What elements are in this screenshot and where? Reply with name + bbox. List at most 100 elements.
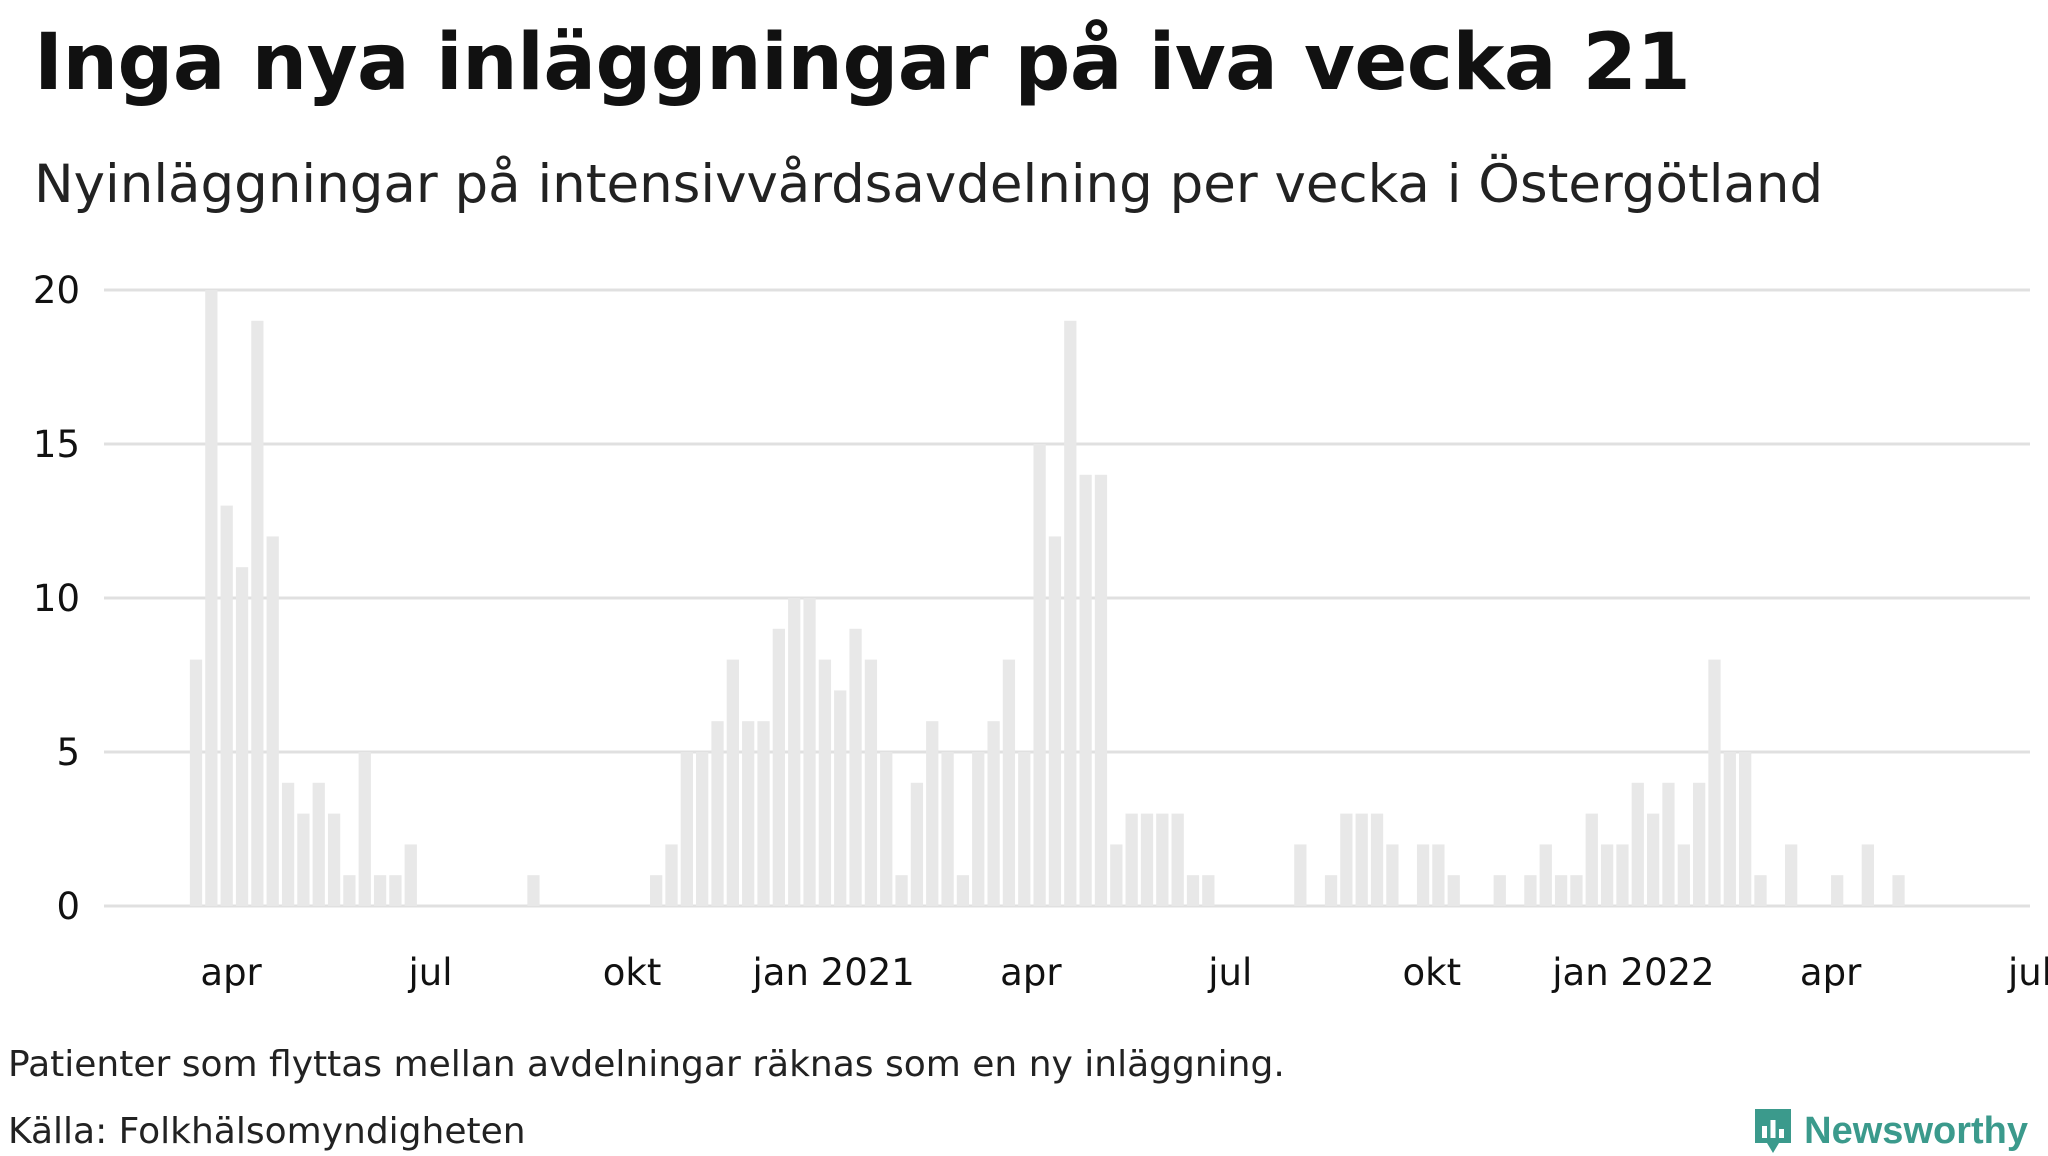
y-tick-label: 20 [33,269,80,312]
bar [880,752,893,906]
x-tick-label: jul [407,951,452,994]
bar [281,782,295,906]
bar [1662,782,1675,906]
bar [818,659,832,906]
bar [1831,875,1844,906]
bar [926,721,939,906]
bar [895,875,908,906]
bar [956,875,970,906]
bar [373,875,387,906]
bar [1094,474,1108,906]
bar [1156,813,1169,906]
bar [864,659,878,906]
x-tick-label: jul [1207,951,1252,994]
bar [1861,844,1874,906]
bar [235,567,249,906]
bar [527,875,540,906]
bar [1416,844,1430,906]
bar [680,752,693,906]
bar [650,875,663,906]
bar [1708,659,1721,906]
bar [1064,320,1077,906]
x-tick-label: jan 2021 [751,951,914,994]
x-tick-label: apr [1800,951,1862,994]
bar [1171,813,1184,906]
x-tick-label: okt [1403,951,1462,994]
newsworthy-logo-icon [1755,1109,1792,1153]
bar [251,320,264,906]
bar [1033,444,1046,906]
y-tick-label: 15 [33,423,80,466]
bar [1002,659,1016,906]
bar [665,844,678,906]
bar [1110,844,1123,906]
newsworthy-brand: Newsworthy [1752,1106,2028,1156]
chart-title: Inga nya inläggningar på iva vecka 21 [34,18,1691,108]
bar [1785,844,1798,906]
bar [327,813,341,906]
x-axis-ticks: apr jul okt jan 2021 apr jul okt jan 2022 apr jul [200,951,2048,994]
bar [1125,813,1138,906]
x-tick-label: okt [603,951,662,994]
x-tick-label: apr [200,951,262,994]
bar [910,782,924,906]
bar [803,598,816,906]
bar [972,752,985,906]
chart-subtitle: Nyinläggningar på intensivvårdsavdelning… [34,154,1824,215]
brand-name: Newsworthy [1804,1109,2028,1152]
bar [1202,875,1215,906]
bar [1616,844,1629,906]
bar [1432,844,1445,906]
bar [849,628,862,906]
bar-chart: 0 5 10 15 20 apr jul okt jan 2021 apr jul okt jan 2… [33,269,2048,994]
footnote: Patienter som flyttas mellan avdelningar… [8,1044,1285,1085]
bar [1048,536,1062,906]
bar [834,690,847,906]
x-tick-label: apr [1000,951,1062,994]
bar [696,752,709,906]
bar [1370,813,1384,906]
bars [189,290,1905,906]
bar [343,875,356,906]
bar [1585,813,1598,906]
bar [1524,875,1537,906]
bar [726,659,739,906]
bar [1018,752,1031,906]
bar [1739,752,1752,906]
bar [788,598,801,906]
y-tick-label: 5 [56,731,80,774]
y-tick-label: 0 [56,885,80,928]
bar [772,628,785,906]
bar [1539,844,1552,906]
bar [742,721,755,906]
bar [1079,474,1092,906]
bar [1600,844,1614,906]
bar [312,782,325,906]
bar [189,659,203,906]
bar [297,813,310,906]
bar [1677,844,1690,906]
source-note: Källa: Folkhälsomyndigheten [8,1111,526,1152]
bar [1140,813,1154,906]
x-tick-label: jan 2022 [1551,951,1714,994]
bar [1754,875,1767,906]
bar [1631,782,1644,906]
bar [1723,752,1736,906]
y-tick-label: 10 [33,577,80,620]
bar [266,536,279,906]
bar [1186,875,1200,906]
bar [1340,813,1353,906]
bar [941,752,954,906]
y-axis-ticks: 0 5 10 15 20 [33,269,80,928]
bar [1693,782,1706,906]
bar [711,721,724,906]
bar [1355,813,1368,906]
bar [1554,875,1568,906]
bar [220,505,233,906]
bar [358,752,371,906]
bar [1892,875,1905,906]
bar [1646,813,1660,906]
bar [1447,875,1460,906]
x-tick-label: jul [2007,951,2048,994]
bar [757,721,770,906]
